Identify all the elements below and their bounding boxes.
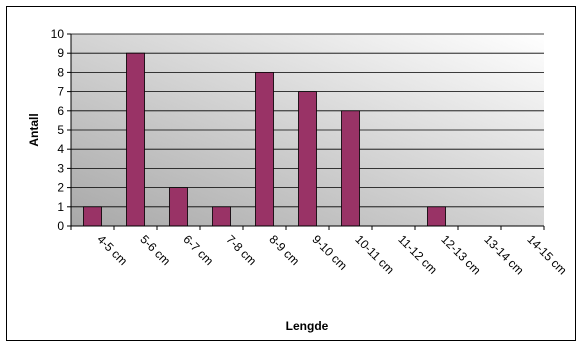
y-tick-label-1: 1	[57, 200, 64, 214]
y-tick-label-4: 4	[57, 142, 64, 156]
x-tick-label-4-5 cm: 4-5 cm	[94, 232, 130, 268]
x-tick-label-14-15 cm: 14-15 cm	[524, 232, 569, 277]
y-tick-label-5: 5	[57, 123, 64, 137]
bars	[83, 52, 446, 227]
y-tick-label-10: 10	[51, 27, 65, 41]
axes	[67, 33, 545, 230]
x-tick-label-11-12 cm: 11-12 cm	[395, 232, 440, 277]
y-tick-label-3: 3	[57, 161, 64, 175]
bar-4-5 cm	[83, 206, 102, 227]
y-tick-labels: 0 1 2 3 4 5 6 7 8 9 10	[51, 27, 65, 233]
x-tick-label-6-7 cm: 6-7 cm	[180, 232, 216, 268]
x-tick-label-7-8 cm: 7-8 cm	[223, 232, 259, 268]
bar-9-10 cm	[298, 91, 317, 227]
y-tick-label-2: 2	[57, 181, 64, 195]
x-tick-label-9-10 cm: 9-10 cm	[309, 232, 350, 273]
x-tick-label-8-9 cm: 8-9 cm	[266, 232, 302, 268]
x-tick-label-5-6 cm: 5-6 cm	[137, 232, 173, 268]
x-tick-labels: 4-5 cm 5-6 cm 6-7 cm 7-8 cm 8-9 cm 9-10 cm 10-…	[94, 232, 569, 277]
y-tick-label-7: 7	[57, 85, 64, 99]
x-tick-label-13-14 cm: 13-14 cm	[481, 232, 526, 277]
x-axis-label: Lengde	[286, 319, 329, 333]
y-axis-label: Antall	[27, 113, 41, 146]
bar-12-13 cm	[427, 206, 446, 227]
x-tick-label-12-13 cm: 12-13 cm	[438, 232, 483, 277]
y-tick-label-8: 8	[57, 65, 64, 79]
bar-7-8 cm	[212, 206, 231, 227]
y-tick-label-6: 6	[57, 104, 64, 118]
y-tick-label-9: 9	[57, 46, 64, 60]
bar-10-11 cm	[341, 110, 360, 227]
x-tick-label-10-11 cm: 10-11 cm	[352, 232, 397, 277]
bar-6-7 cm	[169, 187, 188, 227]
y-tick-label-0: 0	[57, 219, 64, 233]
bar-8-9 cm	[255, 72, 274, 227]
bar-5-6 cm	[126, 52, 145, 227]
